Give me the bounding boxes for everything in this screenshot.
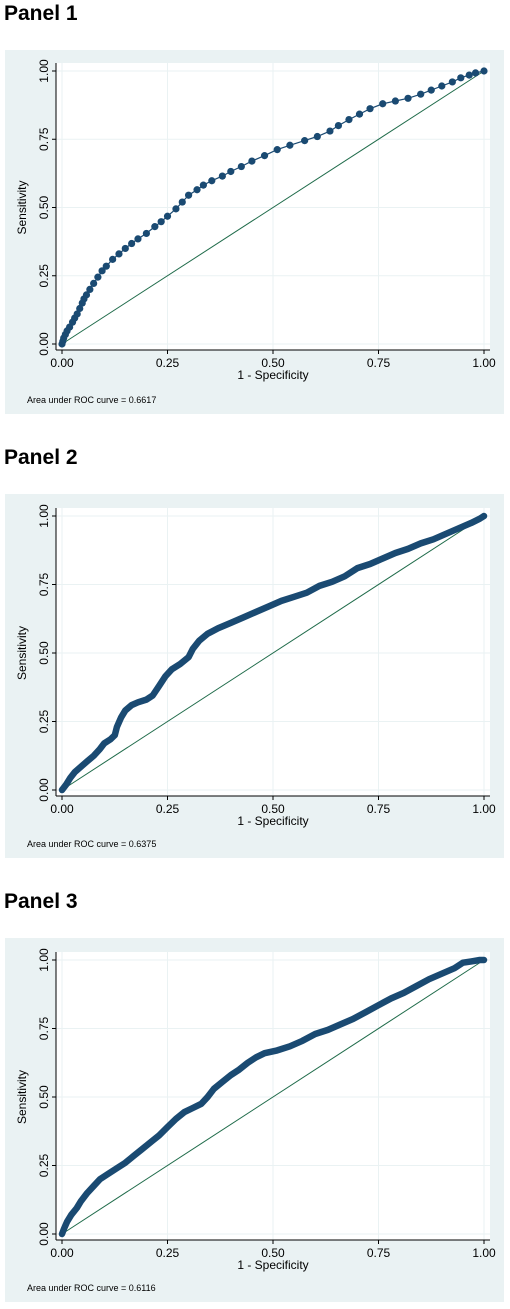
- panel-3-y-axis-label: Sensitivity: [15, 1070, 29, 1124]
- panel-3-auc-note: Area under ROC curve = 0.6116: [27, 1283, 156, 1293]
- panel-1-roc-point-9: [76, 304, 84, 313]
- panel-1-x-axis-label: 1 - Specificity: [237, 368, 308, 382]
- panel-3-x-tick-label-4: 1.00: [472, 1246, 496, 1260]
- panel-1-roc-point-55: [465, 71, 473, 79]
- panel-3-x-tick-label-1: 0.25: [156, 1246, 180, 1260]
- panel-3-y-tick-label-3: 0.75: [37, 1016, 51, 1040]
- panel-1-y-tick-label-0: 0.00: [37, 332, 51, 356]
- panel-1-y-tick-label-1: 0.25: [37, 264, 51, 288]
- panel-1-roc-point-19: [115, 250, 123, 258]
- panel-2-title: Panel 2: [4, 446, 78, 469]
- panel-1-roc-point-54: [457, 74, 465, 82]
- panel-1-roc-point-30: [193, 186, 201, 194]
- panel-1-roc-point-47: [379, 100, 387, 108]
- panel-1-roc-point-8: [73, 310, 81, 318]
- panel-1-title: Panel 1: [4, 2, 78, 25]
- panel-1-roc-point-14: [90, 279, 98, 287]
- panel-3-roc-curve: [58, 956, 488, 1238]
- panel-2-x-tick-label-1: 0.25: [156, 802, 180, 816]
- panel-1-y-tick-label-3: 0.75: [37, 127, 51, 151]
- panel-1-roc-point-42: [326, 127, 334, 135]
- panel-1-roc-point-23: [142, 229, 150, 238]
- panel-1-roc-point-28: [178, 198, 186, 206]
- panel-1-roc-point-50: [417, 90, 425, 98]
- panel-1-roc-point-12: [82, 291, 91, 299]
- panel-1-reference-line: [61, 70, 485, 345]
- panel-1-roc-point-53: [448, 78, 456, 86]
- panel-1-y-tick-label-4: 1.00: [37, 59, 51, 83]
- panel-1-roc-point-49: [404, 94, 412, 102]
- panel-1-roc-point-39: [286, 141, 294, 149]
- panel-1-roc-point-46: [366, 105, 374, 113]
- panel-2-y-tick-label-2: 0.50: [37, 641, 51, 665]
- panel-1-y-tick-label-2: 0.50: [37, 195, 51, 219]
- panel-1-roc-point-27: [172, 205, 180, 213]
- panel-3-x-tick-label-2: 0.50: [261, 1246, 285, 1260]
- panel-1-roc-point-43: [334, 122, 343, 130]
- panel-1-roc-point-29: [185, 191, 193, 199]
- panel-1-x-tick-label-4: 1.00: [472, 356, 496, 370]
- panel-2-x-tick-label-3: 0.75: [367, 802, 391, 816]
- panel-1-x-tick-label-1: 0.25: [156, 356, 180, 370]
- panel-2-roc-curve: [58, 512, 488, 794]
- panel-3-x-tick-label-0: 0.00: [50, 1246, 74, 1260]
- panel-1-roc-point-22: [134, 235, 142, 243]
- panel-3-y-tick-label-4: 1.00: [37, 948, 51, 972]
- panel-1-roc-point-13: [86, 285, 94, 293]
- panel-1-roc-point-20: [121, 244, 129, 253]
- panel-1-roc-point-31: [199, 181, 207, 189]
- panel-2-auc-note: Area under ROC curve = 0.6375: [27, 839, 156, 849]
- panel-1-roc-point-26: [163, 212, 172, 220]
- panel-2-reference-line: [61, 515, 485, 791]
- panel-2-y-tick-label-4: 1.00: [37, 504, 51, 528]
- panel-1-roc-point-32: [208, 177, 216, 185]
- panel-1-roc-point-18: [109, 255, 117, 263]
- panel-1-roc-point-36: [248, 157, 256, 165]
- panel-3-y-tick-label-2: 0.50: [37, 1085, 51, 1109]
- panel-1-roc-point-45: [355, 110, 364, 118]
- panel-1-roc-point-34: [227, 167, 235, 176]
- panel-1-roc-point-21: [128, 239, 136, 248]
- panel-1-x-tick-label-3: 0.75: [367, 356, 391, 370]
- panel-2-y-tick-label-0: 0.00: [37, 778, 51, 802]
- panel-2-x-tick-label-0: 0.00: [50, 802, 74, 816]
- panel-1-roc-point-57: [480, 67, 488, 75]
- panel-1-roc-point-35: [237, 162, 245, 171]
- panel-1-roc-point-44: [345, 115, 353, 124]
- panel-1-x-tick-label-0: 0.00: [50, 356, 74, 370]
- panel-1-roc-point-17: [102, 262, 110, 270]
- panel-1-roc-point-16: [98, 267, 106, 275]
- panel-3-reference-line: [61, 959, 485, 1235]
- panel-1-roc-point-41: [313, 132, 321, 141]
- panel-1-roc-point-56: [471, 69, 480, 77]
- panel-3-x-axis-label: 1 - Specificity: [237, 1258, 308, 1272]
- panel-1-roc-point-37: [260, 152, 269, 160]
- panel-1-roc-point-40: [301, 137, 309, 145]
- panel-2-x-tick-label-4: 1.00: [472, 802, 496, 816]
- panel-1-y-axis-label: Sensitivity: [15, 180, 29, 234]
- panel-3-y-tick-label-1: 0.25: [37, 1153, 51, 1177]
- panel-1-roc-point-25: [157, 218, 165, 226]
- panel-2-y-axis-label: Sensitivity: [15, 626, 29, 680]
- panel-1-x-tick-label-2: 0.50: [261, 356, 285, 370]
- panel-2-x-axis-label: 1 - Specificity: [237, 814, 308, 828]
- panel-3-x-tick-label-3: 0.75: [367, 1246, 391, 1260]
- panel-1-roc-point-15: [94, 273, 102, 281]
- panel-1-roc-point-24: [151, 223, 159, 231]
- panel-1-roc-point-51: [427, 86, 435, 94]
- panel-1-roc-point-48: [391, 97, 399, 105]
- panel-1-auc-note: Area under ROC curve = 0.6617: [27, 395, 156, 405]
- panel-2-y-tick-label-1: 0.25: [37, 709, 51, 733]
- panel-1-roc-point-33: [218, 172, 226, 180]
- panel-1-roc-point-52: [438, 82, 446, 90]
- panel-1-roc-point-38: [273, 146, 281, 154]
- panel-3-title: Panel 3: [4, 890, 78, 913]
- panel-2-x-tick-label-2: 0.50: [261, 802, 285, 816]
- panel-2-y-tick-label-3: 0.75: [37, 572, 51, 596]
- panel-3-y-tick-label-0: 0.00: [37, 1222, 51, 1246]
